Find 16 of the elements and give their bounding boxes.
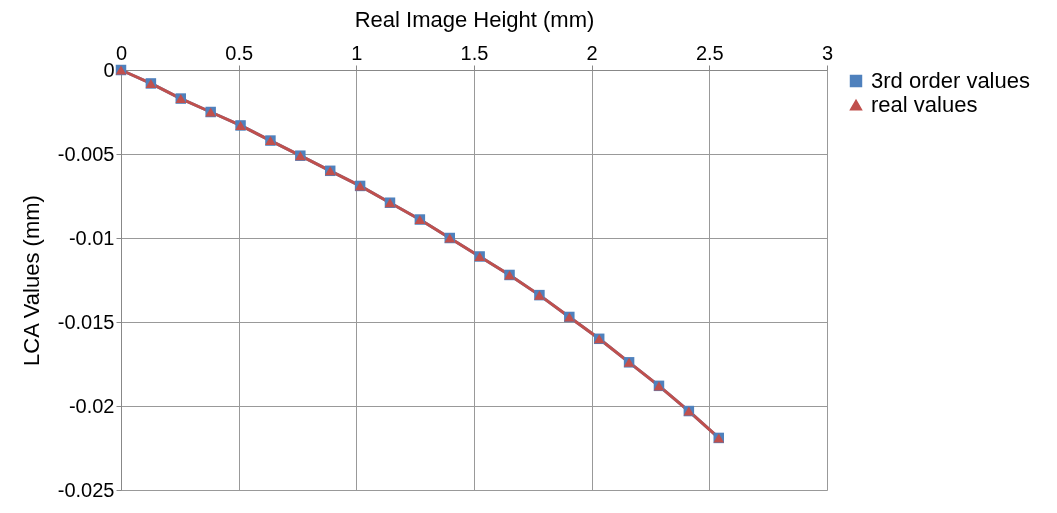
x-tick-label: 2 <box>586 41 598 64</box>
y-tick-label: -0.015 <box>57 310 115 333</box>
y-tick-label: 0 <box>103 58 115 81</box>
y-tick-label: -0.01 <box>68 226 115 249</box>
x-axis-title: Real Image Height (mm) <box>354 6 595 32</box>
y-axis-title: LCA Values (mm) <box>18 195 44 366</box>
y-tick-label: -0.005 <box>57 142 115 165</box>
y-tick-label: -0.025 <box>57 478 115 501</box>
x-tick-label: 1 <box>351 41 363 64</box>
y-tick-label: -0.02 <box>68 394 115 417</box>
x-tick-label: 3 <box>821 41 834 64</box>
legend-label: 3rd order values <box>871 68 1030 93</box>
x-tick-label: 1.5 <box>460 41 489 64</box>
x-tick-label: 2.5 <box>695 41 724 64</box>
legend-label: real values <box>871 92 978 117</box>
x-tick-label: 0.5 <box>225 41 254 64</box>
